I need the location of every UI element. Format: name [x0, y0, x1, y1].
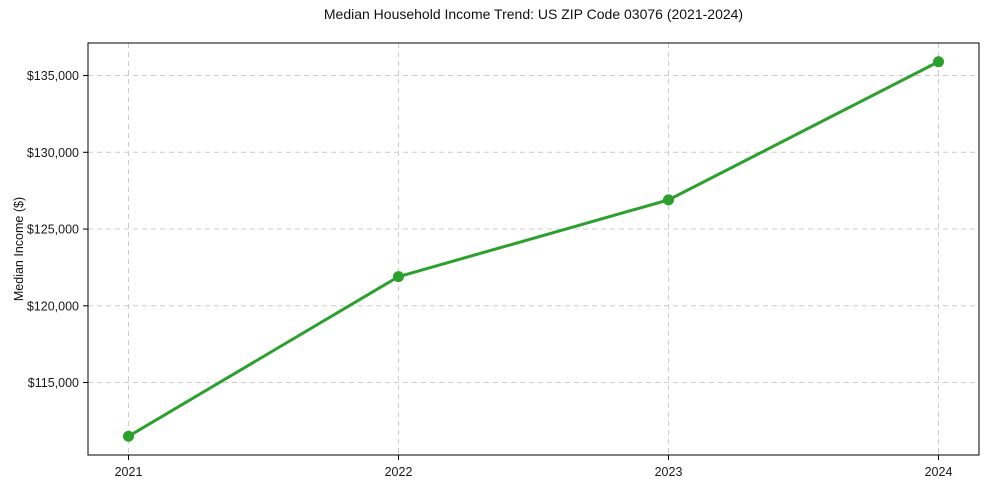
- trend-line: [127, 60, 940, 438]
- data-point: [933, 56, 944, 68]
- x-tick-label: 2022: [385, 465, 413, 479]
- chart-title: Median Household Income Trend: US ZIP Co…: [323, 6, 744, 22]
- data-point: [123, 430, 134, 442]
- y-tick-label: $120,000: [27, 299, 79, 313]
- y-tick-label: $125,000: [27, 223, 79, 237]
- data-point: [663, 194, 674, 206]
- y-tick-label: $115,000: [28, 376, 79, 390]
- x-tick-label: 2021: [115, 465, 143, 479]
- y-tick-label: $130,000: [27, 146, 79, 160]
- x-tick-label: 2024: [925, 465, 953, 479]
- axes-spines: [87, 42, 980, 456]
- data-point: [393, 271, 404, 283]
- x-tick-label: 2023: [655, 465, 683, 479]
- y-tick-label: $135,000: [27, 69, 79, 83]
